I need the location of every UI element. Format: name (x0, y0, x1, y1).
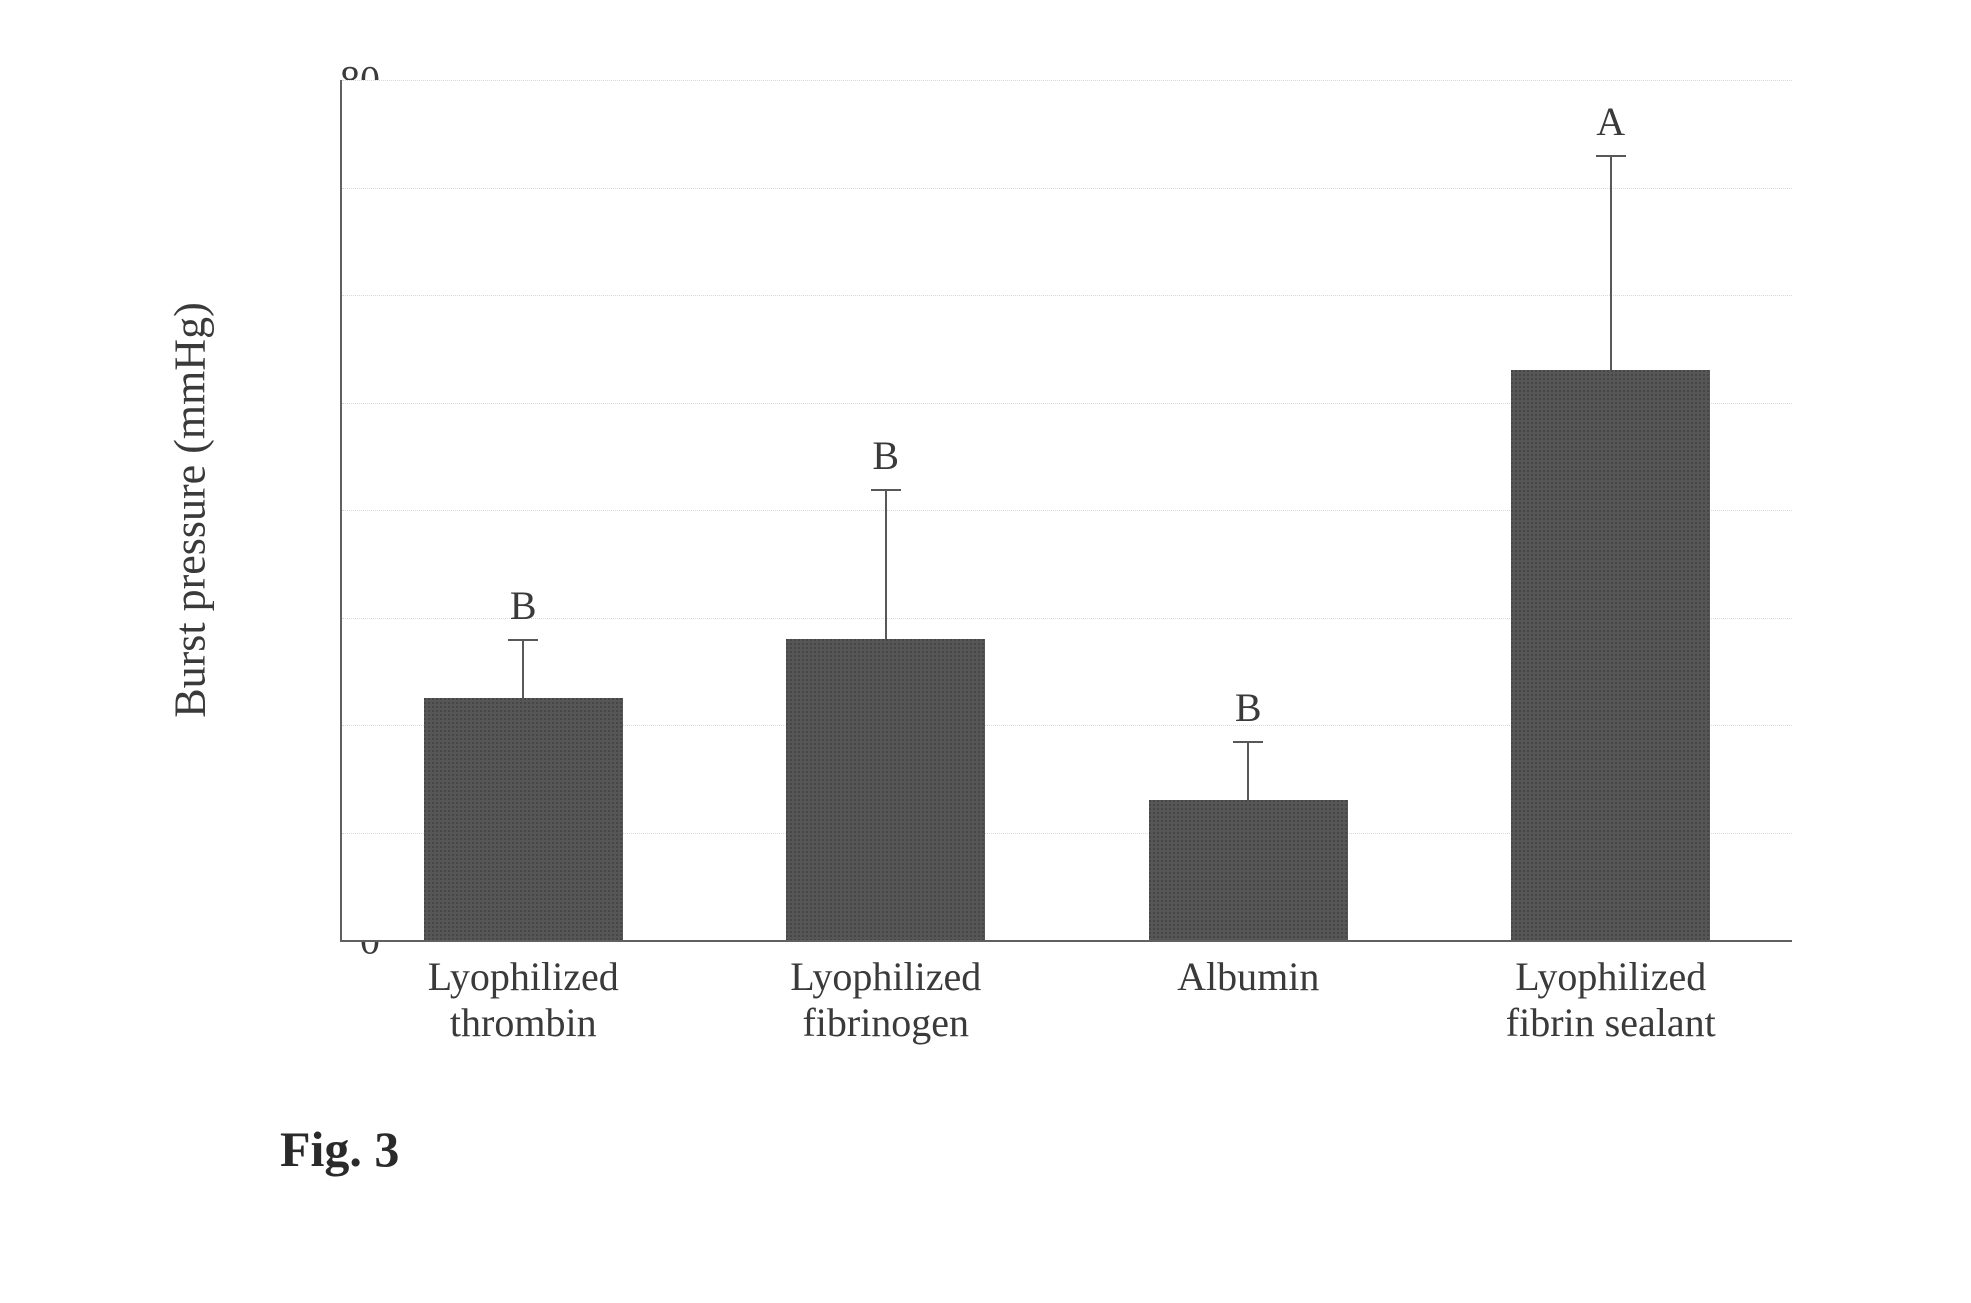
error-bar-cap (1596, 155, 1626, 157)
bar (1511, 370, 1710, 940)
x-category-label-line: fibrin sealant (1451, 1000, 1771, 1046)
bar (786, 639, 985, 940)
error-bar (885, 489, 887, 640)
error-bar-cap (871, 489, 901, 491)
x-category-label-line: Lyophilized (363, 954, 683, 1000)
plot-area: BBBA LyophilizedthrombinLyophilizedfibri… (340, 80, 1792, 942)
error-bar (1247, 741, 1249, 800)
error-bar (522, 639, 524, 698)
significance-label: B (1235, 684, 1262, 731)
significance-label: B (510, 582, 537, 629)
error-bar (1610, 155, 1612, 370)
figure-caption: Fig. 3 (280, 1120, 399, 1178)
significance-label: A (1596, 98, 1625, 145)
x-category-label: Lyophilizedthrombin (363, 940, 683, 1046)
x-category-label: Albumin (1088, 940, 1408, 1000)
x-category-label-line: thrombin (363, 1000, 683, 1046)
x-category-label: Lyophilizedfibrinogen (726, 940, 1046, 1046)
y-axis-label: Burst pressure (mmHg) (165, 302, 216, 718)
x-category-label-line: Lyophilized (1451, 954, 1771, 1000)
burst-pressure-bar-chart: Burst pressure (mmHg) 01020304050607080 … (150, 40, 1850, 1140)
bar (424, 698, 623, 940)
significance-label: B (872, 432, 899, 479)
error-bar-cap (508, 639, 538, 641)
x-category-label-line: fibrinogen (726, 1000, 1046, 1046)
x-category-label-line: Lyophilized (726, 954, 1046, 1000)
error-bar-cap (1233, 741, 1263, 743)
bars-group: B B B A (342, 80, 1792, 940)
x-category-label-line: Albumin (1088, 954, 1408, 1000)
bar (1149, 800, 1348, 940)
x-category-label: Lyophilizedfibrin sealant (1451, 940, 1771, 1046)
